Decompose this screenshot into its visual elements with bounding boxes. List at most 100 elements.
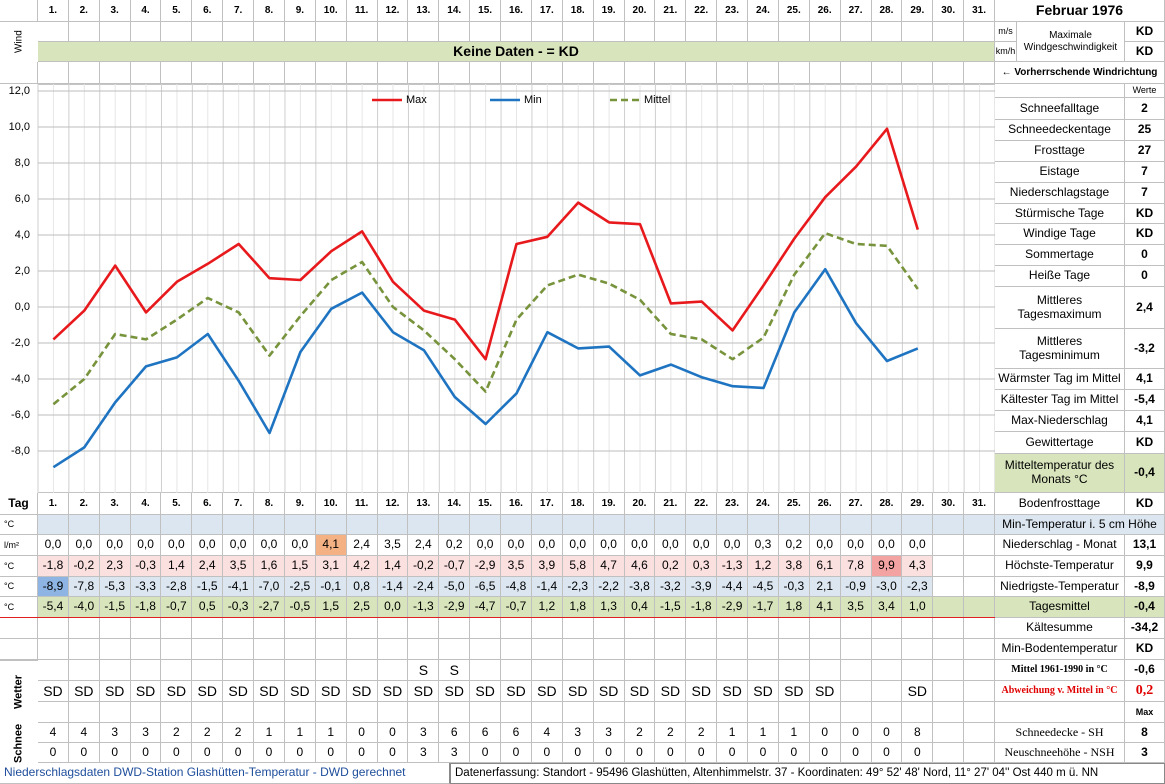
legend-label: Max <box>406 94 427 106</box>
blank-cell <box>254 660 285 681</box>
value-cell: 0,0 <box>254 535 285 556</box>
value-cell: 11. <box>346 493 378 515</box>
value-cell: SD <box>655 681 687 702</box>
stat-label: Mittleres Tagesminimum <box>995 329 1125 369</box>
unit-label: °C <box>0 556 38 577</box>
blank-cell <box>531 515 563 535</box>
y-tick-label: -8,0 <box>11 445 30 457</box>
summary-value: 9,9 <box>1125 556 1165 577</box>
value-cell: 0,0 <box>717 535 749 556</box>
tag-label: Tag <box>0 493 38 515</box>
value-cell: -0,7 <box>161 597 193 618</box>
blank-cell <box>871 702 903 723</box>
blank-cell <box>470 660 502 681</box>
value-cell: 5. <box>161 493 193 515</box>
summary-label: Schneedecke - SH <box>995 723 1125 743</box>
wind-banner: Keine Daten - = KD <box>38 42 995 62</box>
blank-cell <box>964 618 995 639</box>
value-cell: 2 <box>161 723 193 743</box>
wind-cell <box>686 22 718 42</box>
temperature-chart: 12,0 10,0 8,0 6,0 4,0 2,0 0,0 -2,0 -4,0 -6,0 -8,0 M… <box>9 84 995 493</box>
value-cell: 0 <box>377 743 409 763</box>
blank-cell <box>871 639 903 660</box>
blank-cell <box>161 618 193 639</box>
wind-cell <box>38 22 69 42</box>
value-cell: -3,2 <box>655 577 687 597</box>
stat-value: KD <box>1125 204 1165 224</box>
blank-cell <box>284 62 316 84</box>
blank-cell <box>840 639 872 660</box>
value-cell: 4 <box>68 723 100 743</box>
blank-cell <box>840 681 872 702</box>
value-cell: 0 <box>871 743 903 763</box>
stat-label: Niederschlagstage <box>995 183 1125 204</box>
blank-cell <box>902 515 934 535</box>
stat-value: 7 <box>1125 183 1165 204</box>
day-header: 27. <box>840 0 872 22</box>
blank-cell <box>161 515 193 535</box>
value-cell: SD <box>686 681 718 702</box>
value-cell: -1,5 <box>99 597 131 618</box>
value-cell: 0,3 <box>686 556 718 577</box>
day-header: 6. <box>192 0 224 22</box>
footer-right: Datenerfassung: Standort - 95496 Glashüt… <box>450 763 1165 784</box>
blank-cell <box>99 62 131 84</box>
value-cell: -5,0 <box>439 577 471 597</box>
value-cell: 1 <box>778 723 810 743</box>
blank-cell <box>408 62 440 84</box>
blank-cell <box>933 702 965 723</box>
stat-label: Windige Tage <box>995 224 1125 245</box>
stat-label: Schneefalltage <box>995 98 1125 120</box>
value-cell: SD <box>254 681 285 702</box>
value-cell: 29. <box>902 493 934 515</box>
summary-label: Neuschneehöhe - NSH <box>995 743 1125 763</box>
day-header: 17. <box>531 0 563 22</box>
value-cell: 0,0 <box>902 535 934 556</box>
value-cell: 3,1 <box>315 556 347 577</box>
value-cell: -8,9 <box>38 577 69 597</box>
blank-cell <box>439 618 471 639</box>
day-header: 8. <box>254 0 285 22</box>
day-header: 16. <box>501 0 532 22</box>
wind-cell <box>933 22 965 42</box>
blank-cell <box>840 660 872 681</box>
value-cell: 4,1 <box>315 535 347 556</box>
blank-cell <box>38 62 69 84</box>
y-tick-label: -4,0 <box>11 373 30 385</box>
value-cell: 1 <box>748 723 779 743</box>
value-cell: -4,0 <box>68 597 100 618</box>
blank-cell <box>840 62 872 84</box>
blank-cell <box>655 702 687 723</box>
blank-cell <box>192 515 224 535</box>
value-cell: 9. <box>284 493 316 515</box>
weather-label: Wetter <box>0 660 38 723</box>
value-cell: 1,2 <box>748 556 779 577</box>
blank-cell <box>346 702 378 723</box>
value-cell: 0,0 <box>130 535 162 556</box>
value-cell: 26. <box>809 493 841 515</box>
value-cell: 4 <box>38 723 69 743</box>
summary-header: Min-Temperatur i. 5 cm Höhe <box>995 515 1165 535</box>
value-cell: 0,0 <box>624 535 656 556</box>
value-cell: 0 <box>501 743 532 763</box>
value-cell: 0,3 <box>748 535 779 556</box>
value-cell: 0 <box>470 743 502 763</box>
blank-cell <box>624 702 656 723</box>
blank-cell <box>902 660 934 681</box>
summary-value: 3 <box>1125 743 1165 763</box>
blank-cell <box>562 702 594 723</box>
value-cell: SD <box>223 681 255 702</box>
value-cell: 7,8 <box>840 556 872 577</box>
value-cell: 2 <box>223 723 255 743</box>
stat-value: 7 <box>1125 162 1165 183</box>
value-cell: -3,9 <box>686 577 718 597</box>
value-cell: 4,3 <box>902 556 934 577</box>
blank-cell <box>377 702 409 723</box>
value-cell: SD <box>439 681 471 702</box>
value-cell: 4,1 <box>809 597 841 618</box>
stat-value: -5,4 <box>1125 390 1165 411</box>
value-cell: 2,4 <box>192 556 224 577</box>
summary-value: 0,2 <box>1125 681 1165 702</box>
blank-cell <box>964 702 995 723</box>
summary-value: -8,9 <box>1125 577 1165 597</box>
